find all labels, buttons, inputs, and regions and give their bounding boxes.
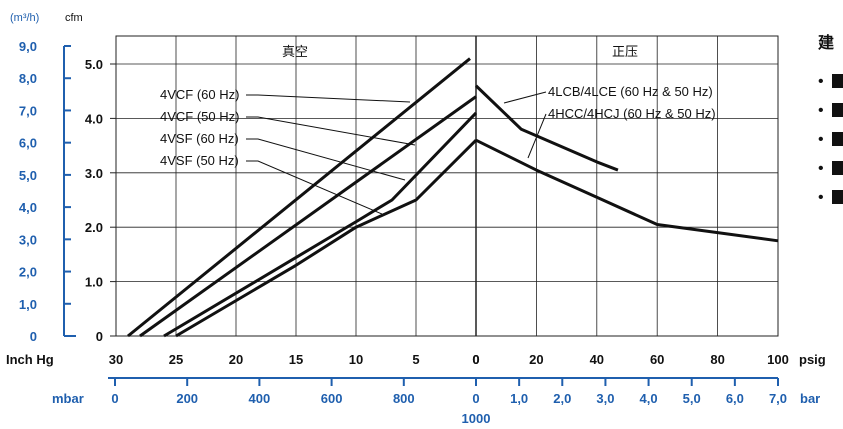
bar-tick-label: 5,0: [683, 391, 701, 406]
leader-line: [246, 160, 383, 215]
series-line-pressure-0: [474, 84, 619, 172]
inhg-axis-label: Inch Hg: [6, 352, 54, 367]
leader-line: [503, 91, 547, 104]
blue-axis-tick-label: 5,0: [19, 168, 37, 183]
inhg-tick-label: 10: [349, 352, 363, 367]
blue-axis-tick-label: 4,0: [19, 200, 37, 215]
blue-axis-tick-label: 6,0: [19, 136, 37, 151]
side-panel-bullets: • • • • •: [818, 73, 843, 206]
left-blue-axis: 9,0 8,0 7,0 6,0 5,0 4,0 3,0 2,0 1,0 0: [19, 39, 76, 344]
side-panel-heading: 建: [818, 34, 834, 52]
psig-tick-label: 40: [590, 352, 604, 367]
blue-axis-tick-label: 0: [30, 329, 37, 344]
leader-line: [246, 116, 416, 146]
inhg-tick-label: 25: [169, 352, 183, 367]
mbar-1000-label: 1000: [462, 411, 491, 426]
bar-axis-label: bar: [800, 391, 820, 406]
plot-frame: [115, 35, 779, 337]
blue-axis-tick-label: 1,0: [19, 297, 37, 312]
side-bullet-text-cropped: [832, 74, 843, 88]
cfm-tick-label: 5.0: [85, 57, 103, 72]
side-bullet: •: [818, 73, 824, 90]
inhg-tick-label: 30: [109, 352, 123, 367]
side-bullet: •: [818, 131, 824, 148]
cfm-tick-label: 1.0: [85, 275, 103, 290]
blue-axis-tick-label: 2,0: [19, 265, 37, 280]
series-lines: [127, 57, 779, 338]
series-line-vacuum-1: [139, 95, 477, 338]
series-label-vacuum: 4VSF (50 Hz): [160, 153, 239, 168]
center-zero-label: 0: [472, 352, 479, 367]
series-label-pressure: 4HCC/4HCJ (60 Hz & 50 Hz): [548, 106, 716, 121]
bar-tick-label: 3,0: [596, 391, 614, 406]
psig-tick-label: 80: [710, 352, 724, 367]
inhg-tick-label: 0: [472, 352, 479, 367]
series-line-pressure-1: [475, 138, 779, 243]
bar-tick-label: 4,0: [640, 391, 658, 406]
psig-tick-label: 20: [529, 352, 543, 367]
left-axis-unit: (m³/h): [10, 12, 39, 24]
x-axis-inhg-psig: Inch Hg 30 25 20 15 10 5 0 20 40 60 80 100 psig: [6, 352, 826, 367]
bar-tick-label: 2,0: [553, 391, 571, 406]
mbar-tick-label: 0: [111, 391, 118, 406]
leader-line: [246, 138, 406, 181]
pressure-section-title: 正压: [612, 44, 638, 59]
bar-tick-label: 7,0: [769, 391, 787, 406]
side-bullet: •: [818, 160, 824, 177]
cfm-axis-unit: cfm: [65, 12, 83, 24]
mbar-tick-label: 800: [393, 391, 415, 406]
frame-border: [115, 35, 779, 337]
psig-tick-label: 100: [767, 352, 789, 367]
cfm-tick-label: 0: [96, 329, 103, 344]
leader-line: [246, 94, 411, 103]
bar-tick-label: 6,0: [726, 391, 744, 406]
series-line-vacuum-0: [127, 57, 471, 338]
blue-axis-tick-label: 9,0: [19, 39, 37, 54]
cfm-axis: 5.0 4.0 3.0 2.0 1.0 0: [85, 57, 116, 344]
series-label-vacuum: 4VCF (50 Hz): [160, 109, 239, 124]
x-axis-mbar-bar: mbar 0 200 400 600 800 1000 0 1,0 2,0 3,0 4,0 5,0 6,0…: [52, 377, 820, 426]
side-bullet-text-cropped: [832, 132, 843, 146]
side-bullet: •: [818, 189, 824, 206]
series-labels: 4VCF (60 Hz) 4VCF (50 Hz) 4VSF (60 Hz) 4VSF…: [160, 84, 716, 367]
series-line-vacuum-3: [175, 139, 478, 338]
mbar-axis-label: mbar: [52, 391, 84, 406]
side-bullet-text-cropped: [832, 103, 843, 117]
inhg-tick-label: 5: [412, 352, 419, 367]
series-label-vacuum: 4VSF (60 Hz): [160, 131, 239, 146]
series-line-vacuum-2: [163, 111, 478, 338]
side-bullet-text-cropped: [832, 161, 843, 175]
side-bullet-text-cropped: [832, 190, 843, 204]
cfm-tick-label: 2.0: [85, 220, 103, 235]
bar-tick-label: 0: [472, 391, 479, 406]
series-label-vacuum: 4VCF (60 Hz): [160, 87, 239, 102]
inhg-tick-label: 15: [289, 352, 303, 367]
blue-axis-tick-label: 3,0: [19, 232, 37, 247]
series-label-pressure: 4LCB/4LCE (60 Hz & 50 Hz): [548, 84, 713, 99]
bar-tick-label: 1,0: [510, 391, 528, 406]
inhg-tick-label: 20: [229, 352, 243, 367]
blue-axis-tick-label: 8,0: [19, 71, 37, 86]
psig-axis-label: psig: [799, 352, 826, 367]
vacuum-section-title: 真空: [282, 44, 308, 59]
cfm-tick-label: 4.0: [85, 111, 103, 126]
psig-tick-label: 60: [650, 352, 664, 367]
mbar-tick-label: 600: [321, 391, 343, 406]
mbar-tick-label: 400: [249, 391, 271, 406]
cfm-tick-label: 3.0: [85, 166, 103, 181]
leader-line: [527, 113, 547, 159]
side-bullet: •: [818, 102, 824, 119]
blue-axis-tick-label: 7,0: [19, 103, 37, 118]
mbar-tick-label: 200: [176, 391, 198, 406]
